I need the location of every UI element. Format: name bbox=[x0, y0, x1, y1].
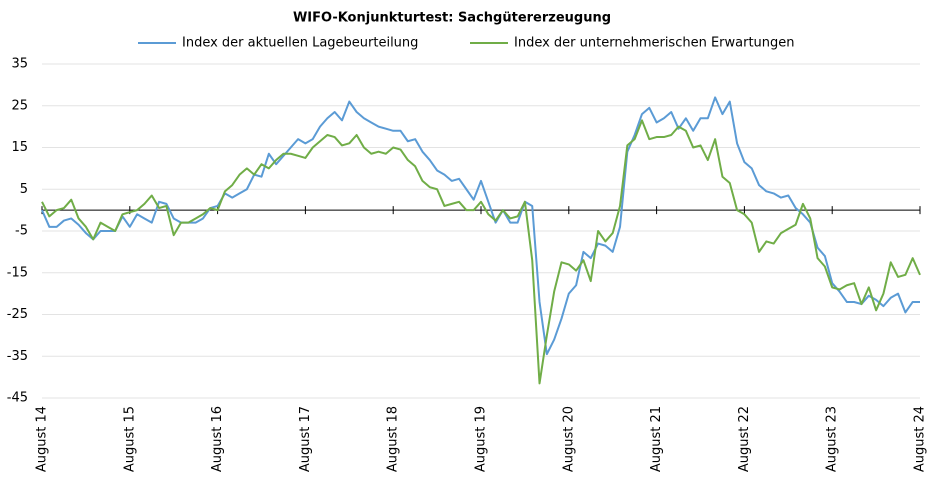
x-tick-label: August 16 bbox=[210, 406, 225, 472]
y-tick-label: 15 bbox=[11, 140, 28, 155]
legend-label: Index der unternehmerischen Erwartungen bbox=[514, 36, 795, 51]
x-tick-label: August 14 bbox=[35, 406, 50, 472]
y-tick-label: 5 bbox=[20, 182, 28, 197]
legend-label: Index der aktuellen Lagebeurteilung bbox=[182, 36, 418, 51]
y-tick-label: -35 bbox=[7, 349, 28, 364]
x-tick-label: August 17 bbox=[298, 406, 313, 472]
x-tick-label: August 21 bbox=[649, 406, 664, 472]
y-tick-label: -25 bbox=[7, 307, 28, 322]
y-tick-label: 25 bbox=[11, 98, 28, 113]
series-line bbox=[41, 96, 920, 356]
x-tick-label: August 22 bbox=[737, 406, 752, 472]
y-tick-label: 35 bbox=[11, 57, 28, 72]
x-tick-label: August 24 bbox=[913, 406, 928, 472]
x-tick-label: August 15 bbox=[122, 406, 137, 472]
y-tick-label: -15 bbox=[7, 265, 28, 280]
x-tick-label: August 19 bbox=[474, 406, 489, 472]
x-tick-label: August 18 bbox=[386, 406, 401, 472]
y-tick-label: -45 bbox=[7, 391, 28, 406]
chart-title: WIFO-Konjunkturtest: Sachgütererzeugung bbox=[293, 11, 611, 26]
y-tick-label: -5 bbox=[15, 224, 28, 239]
x-tick-label: August 23 bbox=[825, 406, 840, 472]
series-line bbox=[41, 119, 921, 385]
x-tick-label: August 20 bbox=[561, 406, 576, 472]
